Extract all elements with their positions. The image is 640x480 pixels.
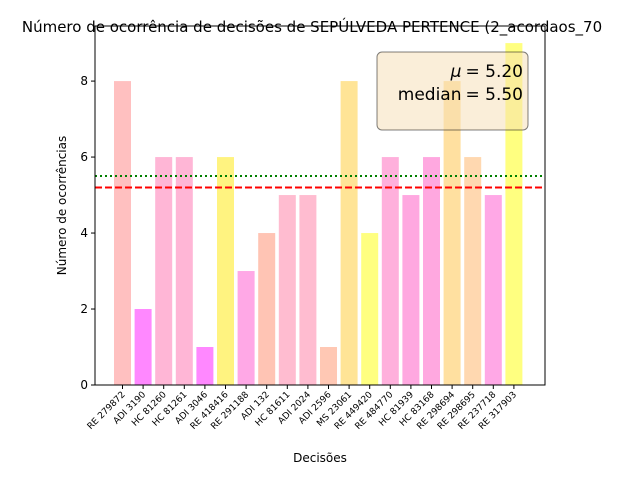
- bar-ms-23061: [340, 81, 358, 385]
- y-tick-label: 0: [80, 378, 88, 392]
- x-axis-label: Decisões: [293, 451, 347, 465]
- bars-group: [114, 43, 523, 385]
- bar-re-449420: [361, 233, 379, 385]
- bar-re-291188: [237, 271, 255, 385]
- y-tick-label: 4: [80, 226, 88, 240]
- bar-hc-81261: [175, 157, 193, 385]
- y-tick-label: 8: [80, 74, 88, 88]
- stats-box: μ = 5.20 median = 5.50: [376, 51, 529, 131]
- bar-re-298695: [464, 157, 482, 385]
- bar-adi-132: [258, 233, 276, 385]
- bar-adi-3190: [134, 309, 152, 385]
- y-tick-label: 6: [80, 150, 88, 164]
- stats-mean: μ = 5.20: [450, 62, 523, 82]
- y-axis: 0 2 4 6 8: [80, 74, 95, 392]
- bar-adi-2024: [299, 195, 317, 385]
- stats-median: median = 5.50: [398, 85, 523, 105]
- stats-box-background: [376, 51, 529, 131]
- bar-re-237718: [484, 195, 502, 385]
- y-axis-label: Número de ocorrências: [55, 136, 69, 276]
- reference-lines: [95, 175, 545, 189]
- chart-title: Número de ocorrência de decisões de SEPÚ…: [22, 17, 602, 37]
- bar-adi-3046: [196, 347, 214, 385]
- y-tick-label: 2: [80, 302, 88, 316]
- stats-mean-value: = 5.20: [466, 62, 524, 82]
- bar-re-484770: [381, 157, 399, 385]
- bar-re-298694: [443, 81, 461, 385]
- bar-hc-81939: [402, 195, 420, 385]
- stats-median-label: median: [398, 85, 462, 105]
- bar-re-418416: [217, 157, 234, 385]
- bar-re-279872: [114, 81, 131, 385]
- stats-mean-symbol: μ: [450, 62, 462, 82]
- stats-median-value: = 5.50: [466, 85, 524, 105]
- plot-frame: [94, 25, 546, 386]
- bar-hc-83168: [423, 157, 440, 385]
- bar-hc-81611: [278, 195, 296, 385]
- bar-adi-2596: [320, 347, 337, 385]
- bar-hc-81260: [155, 157, 173, 385]
